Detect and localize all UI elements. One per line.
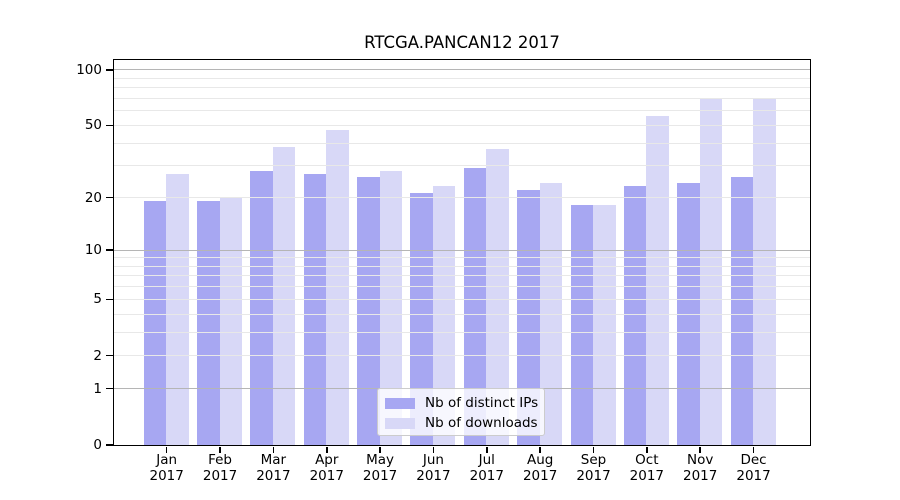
bar-ips-jun <box>410 193 433 445</box>
y-tick-mark <box>105 196 113 199</box>
x-tick-label: Mar 2017 <box>256 452 291 484</box>
bar-ips-dec <box>730 176 754 445</box>
x-tick-label: May 2017 <box>362 452 398 484</box>
y-tick-label: 20 <box>84 189 102 206</box>
minor-gridline <box>113 197 810 198</box>
y-tick-mark <box>105 124 113 127</box>
legend-swatch-distinct-ips <box>385 397 415 409</box>
bar-ips-apr <box>303 173 327 445</box>
x-tick-label: Feb 2017 <box>202 452 238 484</box>
bar-ips-mar <box>250 170 273 445</box>
legend-label-downloads: Nb of downloads <box>425 415 538 431</box>
minor-gridline <box>113 286 810 288</box>
x-tick-mark <box>752 446 755 453</box>
y-tick-label: 2 <box>93 347 102 364</box>
bar-downloads-jan <box>166 173 189 445</box>
bar-downloads-sep <box>593 205 616 445</box>
x-tick-label: Jul 2017 <box>469 452 504 484</box>
minor-gridline <box>113 142 810 144</box>
minor-gridline <box>113 124 810 126</box>
x-tick-label: Jun 2017 <box>416 452 451 484</box>
bar-downloads-jul <box>486 148 509 445</box>
bar-downloads-mar <box>272 146 296 445</box>
x-tick-label: Sep 2017 <box>576 452 611 484</box>
legend-item-distinct-ips: Nb of distinct IPs <box>378 393 544 413</box>
minor-gridline <box>113 87 810 89</box>
plot-area <box>112 58 811 446</box>
bar-downloads-may <box>379 170 403 445</box>
minor-gridline <box>113 275 810 277</box>
chart-title: RTCGA.PANCAN12 2017 <box>364 33 560 52</box>
x-tick-label: Dec 2017 <box>736 452 771 484</box>
legend-swatch-downloads <box>385 417 415 429</box>
minor-gridline <box>113 165 810 167</box>
x-tick-label: Oct 2017 <box>629 452 665 484</box>
x-tick-label: Jan 2017 <box>149 452 184 484</box>
minor-gridline <box>113 110 810 112</box>
x-tick-label: Aug 2017 <box>522 452 558 484</box>
y-tick-label: 1 <box>93 380 102 397</box>
y-tick-label: 50 <box>84 117 102 134</box>
minor-gridline <box>113 355 810 357</box>
y-tick-mark <box>105 354 113 357</box>
x-tick-mark <box>219 446 221 453</box>
bar-ips-jan <box>143 200 167 445</box>
y-tick-label: 100 <box>76 61 102 78</box>
x-tick-mark <box>326 446 328 453</box>
major-gridline <box>113 69 810 71</box>
bar-ips-sep <box>570 205 593 445</box>
x-tick-label: Nov 2017 <box>683 452 718 484</box>
y-tick-mark <box>105 249 113 251</box>
bar-downloads-oct <box>646 115 669 445</box>
minor-gridline <box>113 313 810 315</box>
bar-downloads-dec <box>753 99 776 445</box>
bar-ips-oct <box>623 186 647 445</box>
minor-gridline <box>113 298 810 300</box>
bar-downloads-nov <box>699 99 723 445</box>
minor-gridline <box>113 265 810 267</box>
bar-ips-jul <box>463 168 487 445</box>
y-tick-mark <box>105 387 113 390</box>
bar-ips-aug <box>517 189 540 445</box>
minor-gridline <box>113 97 810 99</box>
x-tick-mark <box>646 446 648 453</box>
x-tick-mark <box>272 446 275 453</box>
y-tick-label: 10 <box>84 242 102 259</box>
legend: Nb of distinct IPs Nb of downloads <box>377 388 545 436</box>
x-tick-mark <box>699 446 701 453</box>
x-tick-mark <box>165 446 168 453</box>
bar-ips-may <box>357 176 380 445</box>
y-tick-mark <box>105 444 113 446</box>
y-tick-mark <box>105 69 113 71</box>
y-tick-mark <box>105 298 113 301</box>
x-tick-label: Apr 2017 <box>309 452 344 484</box>
bar-ips-feb <box>197 200 220 445</box>
major-gridline <box>113 249 810 251</box>
minor-gridline <box>113 331 810 333</box>
y-tick-label: 5 <box>93 291 102 308</box>
x-tick-mark <box>432 446 435 453</box>
minor-gridline <box>113 257 810 259</box>
x-tick-mark <box>486 446 488 453</box>
legend-item-downloads: Nb of downloads <box>378 413 544 433</box>
x-tick-mark <box>592 446 595 453</box>
y-tick-label: 0 <box>93 437 102 453</box>
x-tick-mark <box>539 446 541 453</box>
legend-label-distinct-ips: Nb of distinct IPs <box>425 395 539 411</box>
bar-downloads-jun <box>432 186 456 445</box>
minor-gridline <box>113 77 810 79</box>
x-tick-mark <box>379 446 381 453</box>
bar-downloads-feb <box>219 197 243 445</box>
